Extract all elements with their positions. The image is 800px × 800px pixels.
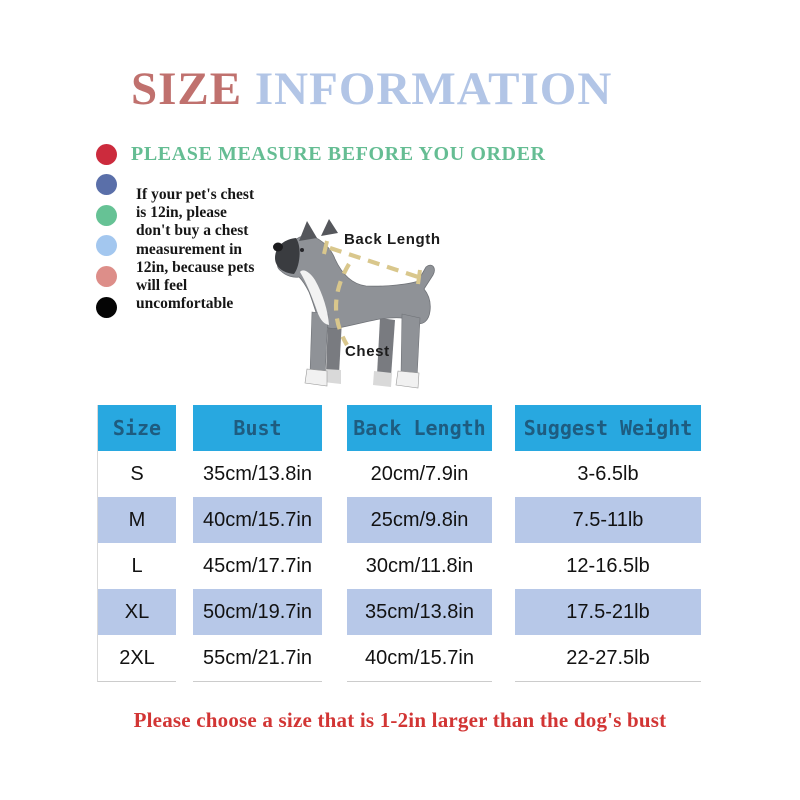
light-blue-dot-icon [96,235,117,256]
dog-ear [321,219,338,236]
table-cell: 50cm/19.7in [193,589,322,635]
red-dot-icon [96,144,117,165]
size-table: Size S M L XL 2XL Bust 35cm/13.8in 40cm/… [97,405,701,682]
table-cell: 45cm/17.7in [203,555,312,577]
measure-warning: PLEASE MEASURE BEFORE YOU ORDER [131,143,546,165]
note-line: If your pet's chest [136,186,255,203]
size-table-column-back-length: Back Length 20cm/7.9in 25cm/9.8in 30cm/1… [347,405,492,682]
column-header-suggest-weight: Suggest Weight [515,405,701,451]
table-cell: 35cm/13.8in [203,463,312,485]
chest-measure-note: If your pet's chest is 12in, please don'… [136,186,286,313]
column-header-back-length: Back Length [347,405,492,451]
dog-far-front-paw [323,369,341,384]
dog-nose [273,242,283,252]
dog-rear-paw [395,370,420,389]
dog-far-rear-leg [377,318,395,377]
table-cell: 55cm/21.7in [203,647,312,669]
table-cell: 40cm/15.7in [365,647,474,669]
table-cell: 3-6.5lb [577,463,639,485]
dog-far-rear-paw [373,371,392,387]
table-cell: S [130,463,144,485]
table-cell: L [131,555,143,577]
note-line: 12in, because pets [136,258,255,276]
chest-dashed-line [333,262,351,347]
note-line: is 12in, please [136,204,227,222]
dog-chest-blaze [300,270,329,325]
pink-dot-icon [96,266,117,287]
table-cell: XL [98,589,176,635]
dark-blue-dot-icon [96,174,117,195]
note-line: will feel [136,277,188,295]
table-cell: 7.5-11lb [515,497,701,543]
page-title-information: INFORMATION [254,63,613,115]
table-cell: 25cm/9.8in [347,497,492,543]
page-title-size: SIZE [131,63,243,115]
green-dot-icon [96,205,117,226]
table-cell: 35cm/13.8in [347,589,492,635]
size-table-column-size: Size S M L XL 2XL [97,405,176,682]
dog-ear [299,221,317,241]
table-cell: 12-16.5lb [566,555,650,577]
size-advice-note: Please choose a size that is 1-2in large… [133,708,667,732]
table-cell: 30cm/11.8in [365,555,474,577]
table-cell: 22-27.5lb [566,647,650,669]
back-length-end-tick [416,269,422,285]
dog-eye [300,248,304,252]
note-line: uncomfortable [136,295,234,313]
table-cell: 40cm/15.7in [193,497,322,543]
table-cell: 17.5-21lb [515,589,701,635]
back-length-start-tick [322,240,329,255]
note-line: measurement in [136,240,243,258]
note-line: don't buy a chest [136,222,249,240]
table-cell: 2XL [119,647,155,669]
column-header-bust: Bust [193,405,322,451]
size-table-column-bust: Bust 35cm/13.8in 40cm/15.7in 45cm/17.7in… [193,405,322,682]
page-title: SIZE INFORMATION [131,62,612,116]
table-cell: M [98,497,176,543]
size-table-column-suggest-weight: Suggest Weight 3-6.5lb 7.5-11lb 12-16.5l… [515,405,701,682]
dog-diagram-illustration [273,219,435,389]
back-length-label: Back Length [344,231,441,248]
dog-far-front-leg [326,318,342,374]
black-dot-icon [96,297,117,318]
dog-front-paw [304,368,328,387]
chest-label: Chest [345,343,390,360]
dog-rear-leg [400,313,421,379]
table-cell: 20cm/7.9in [370,463,469,485]
column-header-size: Size [98,405,176,451]
back-length-dashed-line [329,246,419,279]
